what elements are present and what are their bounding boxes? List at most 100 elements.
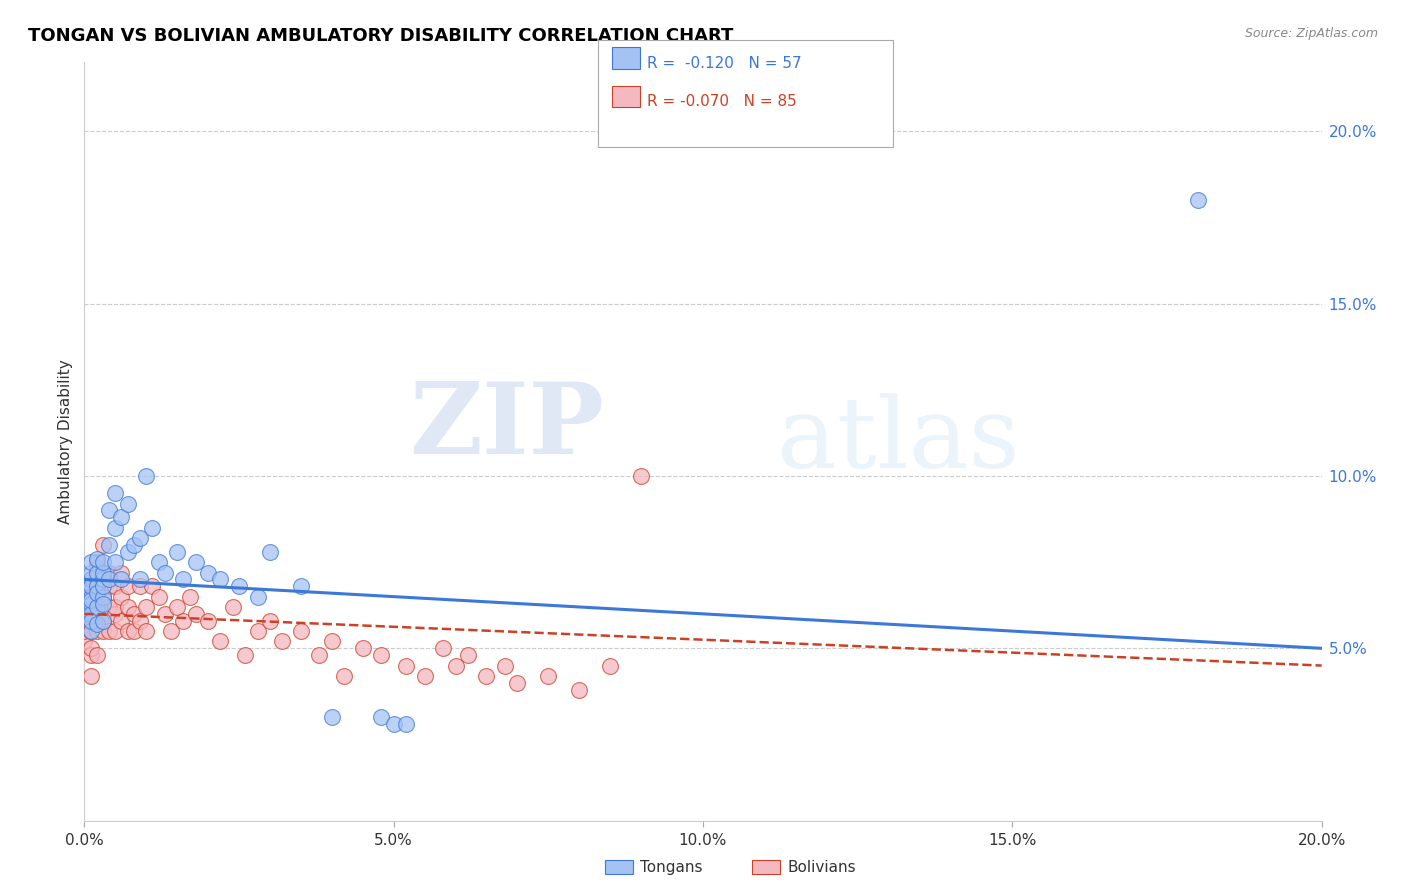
Point [209, 573, 232, 587]
Point [73, 582, 96, 597]
Point [91, 607, 114, 621]
Y-axis label: Ambulatory Disability: Ambulatory Disability [58, 359, 73, 524]
Point [117, 599, 139, 614]
Point [432, 641, 454, 656]
Text: atlas: atlas [778, 393, 1019, 490]
Point [86, 586, 108, 600]
Point [197, 566, 219, 580]
Point [117, 545, 139, 559]
Point [110, 573, 132, 587]
Point [73, 607, 96, 621]
Point [222, 599, 245, 614]
Point [79, 624, 101, 639]
Point [494, 658, 516, 673]
Point [98, 579, 121, 593]
Point [1187, 194, 1209, 208]
Point [110, 510, 132, 524]
Text: ZIP: ZIP [409, 378, 605, 475]
Point [86, 566, 108, 580]
Point [135, 599, 157, 614]
Point [79, 607, 101, 621]
Point [129, 573, 152, 587]
Point [110, 566, 132, 580]
Point [73, 590, 96, 604]
Point [91, 566, 114, 580]
Point [98, 503, 121, 517]
Point [104, 555, 127, 569]
Point [457, 648, 479, 663]
Point [104, 521, 127, 535]
Point [79, 573, 101, 587]
Point [308, 648, 330, 663]
Point [122, 538, 145, 552]
Point [98, 538, 121, 552]
Point [79, 648, 101, 663]
Point [290, 624, 312, 639]
Point [86, 624, 108, 639]
Point [135, 469, 157, 483]
Point [79, 669, 101, 683]
Point [104, 607, 127, 621]
Point [79, 579, 101, 593]
Point [246, 624, 269, 639]
Point [184, 555, 207, 569]
Point [86, 599, 108, 614]
Point [141, 579, 163, 593]
Point [166, 545, 188, 559]
Point [86, 617, 108, 632]
Point [395, 658, 418, 673]
Point [153, 607, 176, 621]
Text: R =  -0.120   N = 57: R = -0.120 N = 57 [647, 56, 801, 71]
Point [117, 497, 139, 511]
Text: R = -0.070   N = 85: R = -0.070 N = 85 [647, 94, 797, 109]
Point [79, 597, 101, 611]
Point [73, 607, 96, 621]
Point [475, 669, 498, 683]
Point [91, 614, 114, 628]
Point [86, 579, 108, 593]
Point [86, 648, 108, 663]
Point [506, 675, 529, 690]
Point [172, 573, 194, 587]
Point [352, 641, 374, 656]
Point [79, 579, 101, 593]
Point [104, 486, 127, 500]
Point [86, 599, 108, 614]
Point [209, 634, 232, 648]
Point [104, 599, 127, 614]
Point [91, 566, 114, 580]
Point [148, 555, 170, 569]
Point [91, 579, 114, 593]
Point [79, 614, 101, 628]
Point [228, 579, 250, 593]
Point [122, 624, 145, 639]
Point [91, 573, 114, 587]
Text: TONGAN VS BOLIVIAN AMBULATORY DISABILITY CORRELATION CHART: TONGAN VS BOLIVIAN AMBULATORY DISABILITY… [28, 27, 734, 45]
Point [135, 624, 157, 639]
Point [86, 579, 108, 593]
Point [290, 579, 312, 593]
Point [104, 624, 127, 639]
Point [117, 624, 139, 639]
Point [79, 590, 101, 604]
Point [98, 573, 121, 587]
Point [179, 590, 201, 604]
Point [321, 634, 343, 648]
Point [259, 614, 281, 628]
Point [98, 599, 121, 614]
Point [79, 641, 101, 656]
Text: Tongans: Tongans [640, 860, 702, 874]
Point [73, 634, 96, 648]
Point [98, 624, 121, 639]
Point [79, 555, 101, 569]
Point [568, 682, 591, 697]
Text: Source: ZipAtlas.com: Source: ZipAtlas.com [1244, 27, 1378, 40]
Point [166, 599, 188, 614]
Point [73, 590, 96, 604]
Point [117, 579, 139, 593]
Point [98, 566, 121, 580]
Point [79, 593, 101, 607]
Point [110, 590, 132, 604]
Point [91, 555, 114, 569]
Point [79, 624, 101, 639]
